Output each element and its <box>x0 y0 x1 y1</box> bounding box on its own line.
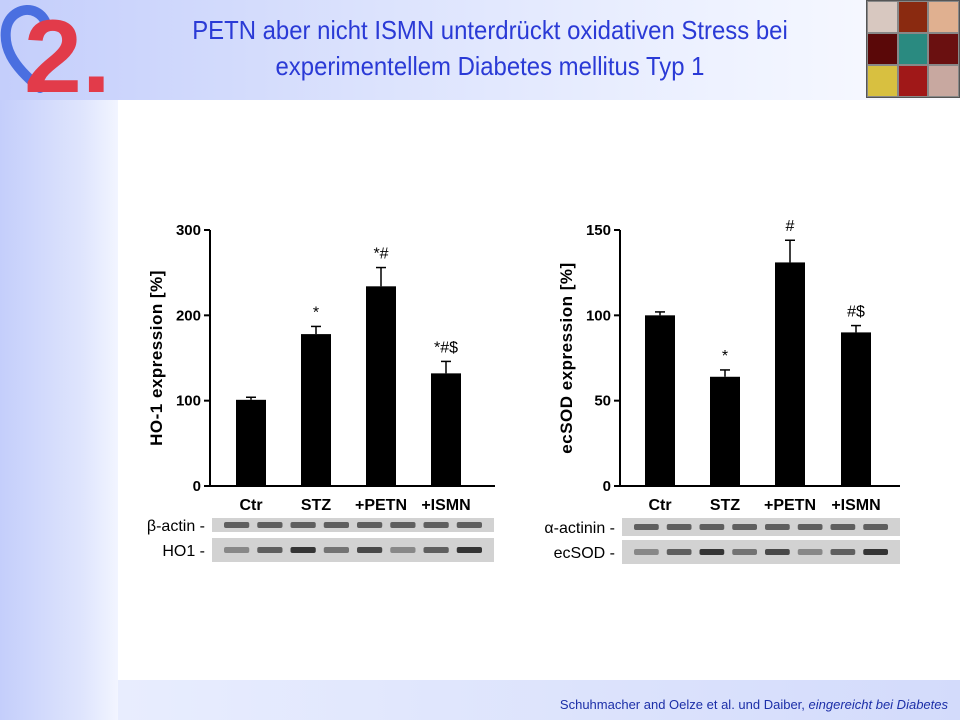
citation-status: eingereicht bei Diabetes <box>808 697 948 712</box>
blot-band <box>797 549 823 555</box>
bar <box>366 286 396 486</box>
blot-band <box>323 547 349 553</box>
collage-tile <box>867 33 898 65</box>
blot-band <box>732 549 757 555</box>
y-axis-label: HO-1 expression [%] <box>147 270 166 446</box>
significance-label: *#$ <box>434 339 458 356</box>
category-label: STZ <box>301 497 331 514</box>
y-tick-label: 150 <box>586 222 611 239</box>
collage-tile <box>867 1 898 33</box>
blot-label: α-actinin - <box>544 520 615 537</box>
blot-strip <box>212 538 494 562</box>
blot-label: ecSOD - <box>554 545 615 562</box>
title-line-1: PETN aber nicht ISMN unterdrückt oxidati… <box>192 15 788 45</box>
bar <box>645 315 675 486</box>
blot-band <box>390 522 416 528</box>
blot-strip <box>622 518 900 536</box>
blot-band <box>699 524 725 530</box>
y-axis-label: ecSOD expression [%] <box>557 262 576 453</box>
blot-band <box>863 549 888 555</box>
blot-band <box>357 547 383 553</box>
significance-label: # <box>786 218 795 235</box>
blot-band <box>765 524 790 530</box>
blot-label: β-actin - <box>147 518 205 535</box>
collage-tile <box>928 65 959 97</box>
bar <box>710 376 740 486</box>
significance-label: * <box>722 348 728 365</box>
blot-band <box>666 549 692 555</box>
title-line-2: experimentellem Diabetes mellitus Typ 1 <box>275 51 705 81</box>
bar <box>301 334 331 486</box>
blot-band <box>699 549 725 555</box>
page-title: PETN aber nicht ISMN unterdrückt oxidati… <box>168 12 812 84</box>
y-tick-label: 0 <box>193 478 201 495</box>
y-tick-label: 200 <box>176 307 201 324</box>
blot-band <box>863 524 888 530</box>
blot-band <box>456 522 482 528</box>
collage-tile <box>928 33 959 65</box>
significance-label: * <box>313 304 319 321</box>
category-label: +ISMN <box>421 497 470 514</box>
footer-band <box>118 680 960 720</box>
blot-band <box>830 524 856 530</box>
blot-strip <box>622 540 900 564</box>
blot-band <box>732 524 757 530</box>
image-collage <box>866 0 960 98</box>
y-tick-label: 0 <box>603 478 611 495</box>
collage-tile <box>897 1 929 33</box>
blot-band <box>224 547 250 553</box>
category-label: +PETN <box>764 497 816 514</box>
blot-band <box>423 522 449 528</box>
y-tick-label: 100 <box>586 307 611 324</box>
left-decor-band <box>0 0 118 720</box>
blot-band <box>423 547 449 553</box>
collage-tile <box>897 65 929 97</box>
category-label: STZ <box>710 497 740 514</box>
category-label: +ISMN <box>831 497 880 514</box>
blot-band <box>390 547 416 553</box>
category-label: Ctr <box>648 497 671 514</box>
significance-label: *# <box>373 246 388 263</box>
header-band <box>0 0 960 100</box>
bar <box>775 262 805 486</box>
citation: Schuhmacher and Oelze et al. und Daiber,… <box>560 697 948 712</box>
heart-icon <box>0 5 51 93</box>
bar <box>841 332 871 486</box>
logo-text: 2. <box>24 0 111 100</box>
blot-band <box>634 524 659 530</box>
logo: 2. <box>0 0 111 100</box>
collage-tile <box>928 1 959 33</box>
blot-band <box>257 547 283 553</box>
blot-band <box>357 522 383 528</box>
blot-band <box>456 547 482 553</box>
citation-authors: Schuhmacher and Oelze et al. und Daiber, <box>559 697 809 712</box>
blot-band <box>765 549 790 555</box>
blot-label: HO1 - <box>162 543 205 560</box>
collage-tile <box>897 33 929 65</box>
significance-label: #$ <box>847 304 865 321</box>
collage-tile <box>867 65 898 97</box>
blot-band <box>634 549 659 555</box>
y-tick-label: 100 <box>176 393 201 410</box>
blot-band <box>257 522 283 528</box>
blot-band <box>290 547 316 553</box>
category-label: +PETN <box>355 497 407 514</box>
blot-band <box>666 524 692 530</box>
bar <box>236 399 266 486</box>
blot-band <box>830 549 856 555</box>
bar <box>431 373 461 486</box>
blot-band <box>323 522 349 528</box>
blot-strip <box>212 518 494 532</box>
category-label: Ctr <box>239 497 262 514</box>
y-tick-label: 50 <box>594 393 611 410</box>
blot-band <box>797 524 823 530</box>
blot-band <box>224 522 250 528</box>
y-tick-label: 300 <box>176 222 201 239</box>
blot-band <box>290 522 316 528</box>
